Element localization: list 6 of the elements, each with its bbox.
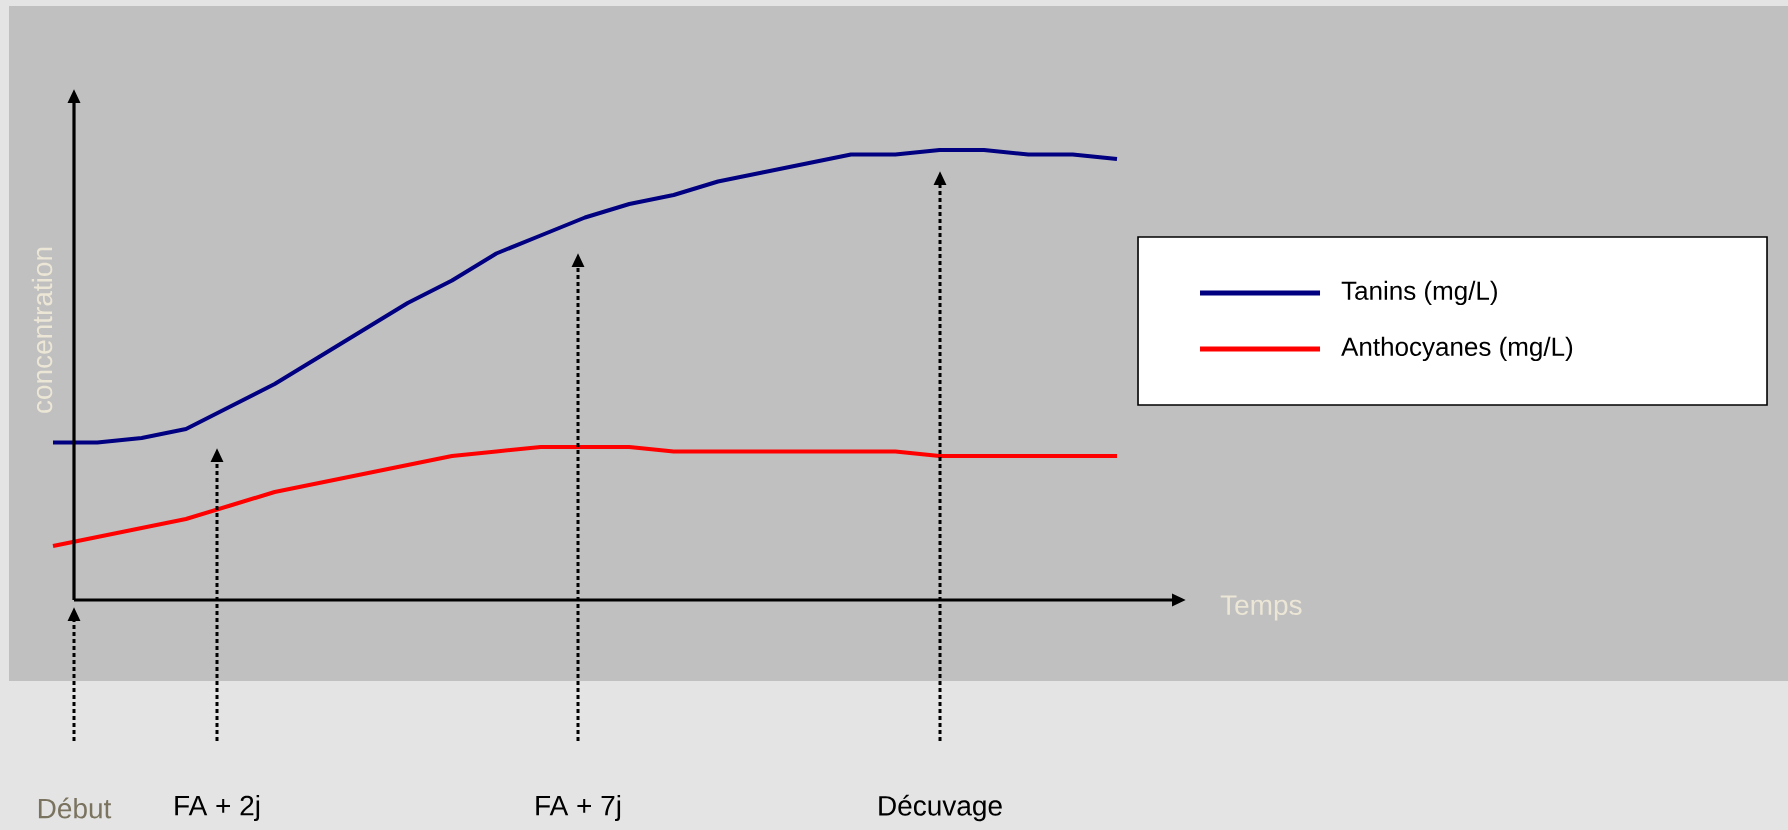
text: FA + 2j bbox=[175, 794, 260, 822]
legend-label: Tanins (mg/L) bbox=[1341, 280, 1497, 306]
legend-label: Anthocyanes (mg/L) bbox=[1341, 336, 1573, 362]
text: Début bbox=[38, 797, 112, 819]
text: Décuvage bbox=[879, 794, 1002, 822]
text: FA + 7j bbox=[536, 794, 621, 822]
